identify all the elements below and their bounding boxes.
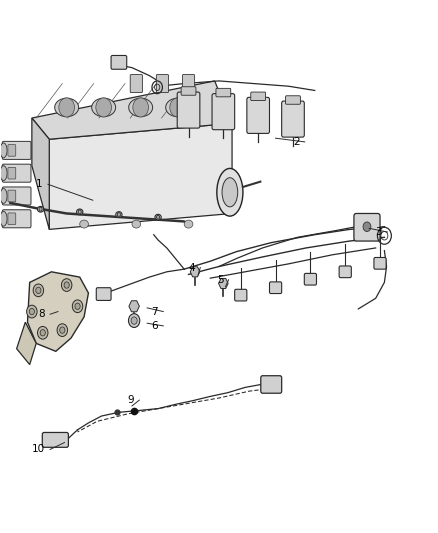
FancyBboxPatch shape — [111, 55, 127, 69]
FancyBboxPatch shape — [374, 257, 386, 269]
Ellipse shape — [0, 189, 7, 204]
Text: 2: 2 — [293, 137, 300, 147]
Ellipse shape — [166, 98, 190, 117]
Polygon shape — [32, 118, 49, 229]
Ellipse shape — [129, 98, 152, 117]
FancyBboxPatch shape — [156, 75, 169, 93]
Circle shape — [27, 305, 37, 318]
FancyBboxPatch shape — [269, 282, 282, 294]
Polygon shape — [17, 322, 36, 365]
FancyBboxPatch shape — [212, 94, 235, 130]
Circle shape — [128, 314, 140, 327]
FancyBboxPatch shape — [261, 376, 282, 393]
Ellipse shape — [92, 98, 116, 117]
Ellipse shape — [0, 212, 7, 226]
FancyBboxPatch shape — [247, 98, 269, 133]
Ellipse shape — [217, 168, 243, 216]
Ellipse shape — [222, 177, 238, 207]
Circle shape — [57, 324, 67, 336]
FancyBboxPatch shape — [2, 187, 31, 205]
Text: 9: 9 — [127, 395, 134, 405]
FancyBboxPatch shape — [235, 289, 247, 301]
Circle shape — [363, 222, 371, 231]
Circle shape — [156, 215, 159, 219]
Circle shape — [61, 279, 72, 292]
FancyBboxPatch shape — [2, 164, 31, 182]
Text: 3: 3 — [375, 227, 382, 237]
Text: 8: 8 — [38, 309, 45, 319]
Ellipse shape — [37, 206, 44, 212]
FancyBboxPatch shape — [339, 266, 351, 278]
Circle shape — [75, 303, 80, 310]
Ellipse shape — [116, 212, 122, 217]
Ellipse shape — [55, 98, 79, 117]
Circle shape — [133, 98, 148, 117]
Polygon shape — [32, 81, 232, 139]
FancyBboxPatch shape — [216, 88, 231, 97]
Circle shape — [39, 207, 42, 211]
Circle shape — [72, 300, 83, 313]
Text: 7: 7 — [152, 306, 158, 317]
Circle shape — [59, 98, 74, 117]
Circle shape — [33, 284, 44, 297]
FancyBboxPatch shape — [304, 273, 317, 285]
FancyBboxPatch shape — [282, 101, 304, 137]
Ellipse shape — [0, 143, 7, 158]
FancyBboxPatch shape — [286, 96, 300, 104]
Circle shape — [29, 309, 35, 315]
Ellipse shape — [0, 166, 7, 181]
Circle shape — [40, 329, 46, 336]
Text: 5: 5 — [217, 274, 223, 285]
FancyBboxPatch shape — [181, 87, 196, 95]
Ellipse shape — [184, 220, 193, 228]
FancyBboxPatch shape — [183, 75, 194, 93]
Text: 4: 4 — [188, 263, 195, 272]
Circle shape — [78, 210, 81, 214]
Ellipse shape — [155, 214, 161, 220]
Ellipse shape — [80, 220, 88, 228]
FancyBboxPatch shape — [8, 167, 16, 179]
FancyBboxPatch shape — [8, 144, 16, 156]
Text: 1: 1 — [36, 179, 43, 189]
Polygon shape — [28, 272, 88, 351]
FancyBboxPatch shape — [2, 141, 31, 159]
FancyBboxPatch shape — [177, 92, 200, 128]
FancyBboxPatch shape — [354, 214, 380, 241]
FancyBboxPatch shape — [8, 190, 16, 202]
Ellipse shape — [132, 220, 141, 228]
Circle shape — [64, 282, 69, 288]
FancyBboxPatch shape — [42, 432, 68, 447]
Circle shape — [96, 98, 112, 117]
FancyBboxPatch shape — [251, 92, 265, 101]
FancyBboxPatch shape — [96, 288, 111, 301]
Circle shape — [170, 98, 185, 117]
FancyBboxPatch shape — [130, 75, 142, 93]
Polygon shape — [49, 123, 232, 229]
Circle shape — [60, 327, 65, 333]
Circle shape — [36, 287, 41, 294]
FancyBboxPatch shape — [8, 213, 16, 224]
Circle shape — [38, 326, 48, 339]
Text: 10: 10 — [32, 445, 45, 455]
Circle shape — [131, 317, 137, 324]
Text: 6: 6 — [152, 321, 158, 331]
FancyBboxPatch shape — [2, 210, 31, 228]
Ellipse shape — [77, 209, 83, 215]
Circle shape — [117, 213, 120, 216]
